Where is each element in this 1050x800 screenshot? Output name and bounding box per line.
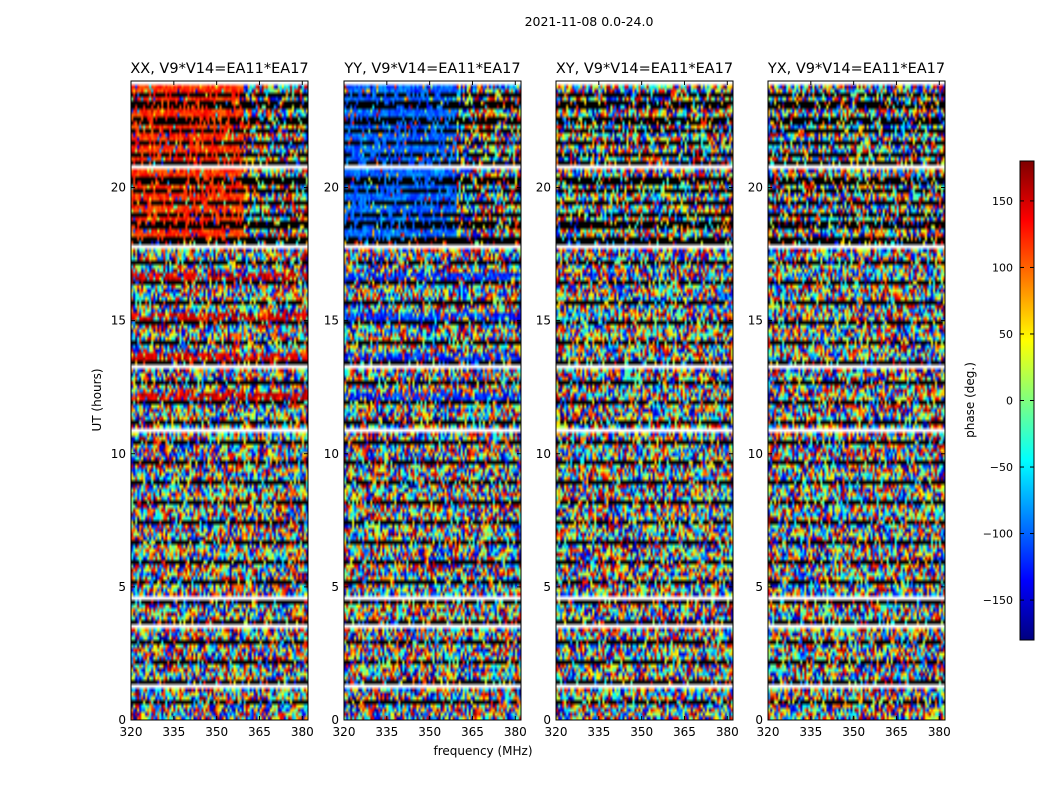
x-tick-label: 365 [673,725,696,739]
y-tick-label: 10 [324,447,339,461]
x-tick-label: 320 [545,725,568,739]
x-tick-label: 320 [757,725,780,739]
panel-title: YX, V9*V14=EA11*EA17 [767,61,945,77]
x-tick-label: 350 [205,725,228,739]
y-tick-label: 5 [755,580,763,594]
x-tick-label: 380 [716,725,739,739]
x-tick-label: 365 [248,725,271,739]
colorbar-tick-label: 50 [999,328,1013,341]
heatmap-image [344,81,521,720]
plot-frame [343,80,522,721]
y-tick-label: 15 [324,314,339,328]
x-tick-label: 335 [162,725,185,739]
x-tick-label: 350 [842,725,865,739]
x-tick-label: 320 [333,725,356,739]
colorbar-tick-label: 0 [1006,395,1013,408]
colorbar-label: phase (deg.) [963,362,977,438]
x-tick-label: 380 [504,725,527,739]
y-tick-label: 20 [748,181,763,195]
colorbar: 150 100 50 0 −50 −100 −150 phase (deg.) [963,160,1035,641]
y-tick-label: 10 [111,447,126,461]
colorbar-tick-label: −150 [983,594,1013,607]
x-axis-label: frequency (MHz) [433,744,532,758]
plot-frame [130,80,309,721]
x-tick-label: 350 [630,725,653,739]
y-tick-label: 20 [536,181,551,195]
colorbar-tick-label: −50 [990,461,1013,474]
panel-title: XX, V9*V14=EA11*EA17 [130,61,308,77]
colorbar-tick-label: 100 [992,261,1013,274]
panel-title: XY, V9*V14=EA11*EA17 [556,61,733,77]
panel-yx: YX, V9*V14=EA11*EA17 320 335 350 365 380 0 5 10 1… [748,61,951,739]
colorbar-tick-label: −100 [983,528,1013,541]
panel-xy: XY, V9*V14=EA11*EA17 320 335 350 365 380 0 5 10 1… [536,61,739,739]
y-tick-label: 0 [118,713,126,727]
y-tick-label: 15 [536,314,551,328]
x-tick-label: 350 [418,725,441,739]
x-tick-label: 380 [928,725,951,739]
y-tick-label: 0 [331,713,339,727]
panel-yy: YY, V9*V14=EA11*EA17 320 335 350 365 380 0 5 10 1… [324,61,527,739]
y-tick-label: 5 [331,580,339,594]
y-tick-label: 15 [748,314,763,328]
y-axis-label: UT (hours) [90,368,104,431]
figure-suptitle: 2021-11-08 0.0-24.0 [525,14,654,29]
y-tick-label: 15 [111,314,126,328]
panel-title: YY, V9*V14=EA11*EA17 [343,61,520,77]
panel-xx: XX, V9*V14=EA11*EA17 320 335 350 365 380 0 5 10 1… [111,61,314,739]
colorbar-tick-label: 150 [992,195,1013,208]
heatmap-image [131,81,308,720]
y-tick-label: 10 [536,447,551,461]
y-tick-label: 5 [118,580,126,594]
y-tick-label: 5 [543,580,551,594]
y-tick-label: 0 [543,713,551,727]
x-tick-label: 335 [799,725,822,739]
x-tick-label: 365 [461,725,484,739]
plot-frame [555,80,734,721]
colorbar-ticks: 150 100 50 0 −50 −100 −150 [983,195,1034,607]
y-tick-label: 0 [755,713,763,727]
heatmap-image [556,81,733,720]
x-tick-label: 365 [885,725,908,739]
plot-frame [767,80,946,721]
x-tick-label: 335 [587,725,610,739]
y-tick-label: 20 [324,181,339,195]
y-tick-label: 20 [111,181,126,195]
panels: XX, V9*V14=EA11*EA17 320 335 350 365 380 0 5 10 1… [111,61,951,739]
heatmap-image [768,81,945,720]
x-tick-label: 380 [291,725,314,739]
x-tick-label: 335 [375,725,398,739]
x-tick-label: 320 [120,725,143,739]
y-tick-label: 10 [748,447,763,461]
